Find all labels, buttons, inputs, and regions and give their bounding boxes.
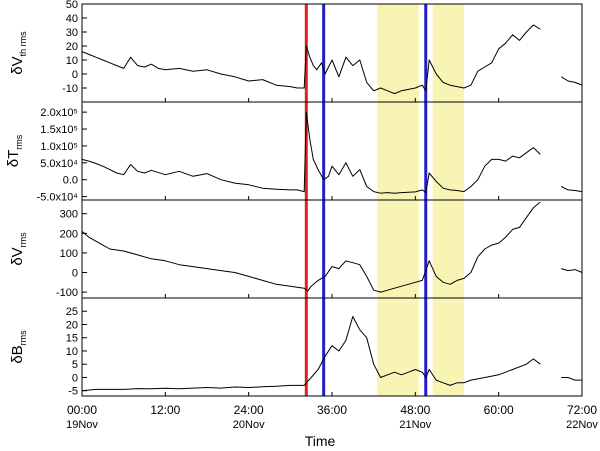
panel-1-series <box>81 111 583 194</box>
panel-1-ytick-label-0: -5.0x10⁴ <box>37 192 79 204</box>
panel-3-ytick-label-3: 10 <box>66 346 78 358</box>
panel-2-ytick-label-0: -100 <box>56 287 78 299</box>
panel-0-frame <box>81 3 583 103</box>
panel-3-ylabel: δBrms <box>9 330 28 364</box>
axis-labels: δVth rms δTrms δVrms δBrms <box>5 31 28 364</box>
panel-0-ytick-label-6: 50 <box>66 0 78 11</box>
axis-ticks: -1001020304050-5.0x10⁴0.05.0x10⁴1.0x10⁵1… <box>37 0 599 431</box>
panel-3-ytick-label-1: 0 <box>72 372 78 384</box>
panel-3-ytick-label-2: 5 <box>72 359 78 371</box>
panel-2-ytick-label-3: 200 <box>60 228 78 240</box>
xtick-date-label-4: 21Nov <box>399 419 431 431</box>
panel-3-frame <box>81 297 583 397</box>
x-axis-label: Time <box>305 433 336 449</box>
panel-0-ytick-label-3: 20 <box>66 41 78 53</box>
panel-0-ytick-label-5: 40 <box>66 13 78 25</box>
panel-0-ylabel: δVth rms <box>9 31 28 75</box>
xtick-time-label-5: 60:00 <box>484 403 514 417</box>
xtick-date-label-0: 19Nov <box>66 419 98 431</box>
panel-3-ytick-label-4: 15 <box>66 333 78 345</box>
panel-2-ytick-label-1: 0 <box>72 268 78 280</box>
panel-1-frame <box>81 101 583 201</box>
panel-1-ytick-label-3: 1.0x10⁵ <box>40 141 78 153</box>
panel-0-ytick-label-0: -10 <box>62 83 78 95</box>
panel-2-series <box>81 201 583 293</box>
panel-1-ytick-label-4: 1.5x10⁵ <box>40 124 78 136</box>
xtick-time-label-3: 36:00 <box>317 403 347 417</box>
panel-1-ytick-label-5: 2.0x10⁵ <box>40 107 78 119</box>
xtick-time-label-2: 24:00 <box>234 403 264 417</box>
panel-3-ytick-label-5: 20 <box>66 319 78 331</box>
xtick-date-label-6: 22Nov <box>566 419 598 431</box>
panel-3-ytick-label-6: 25 <box>66 306 78 318</box>
xtick-time-label-4: 48:00 <box>400 403 430 417</box>
panel-2-ytick-label-2: 100 <box>60 248 78 260</box>
xtick-time-label-0: 00:00 <box>67 403 97 417</box>
panel-1-ytick-label-1: 0.0 <box>63 175 78 187</box>
panel-0-series <box>81 24 583 95</box>
panel-3-ytick-label-0: -5 <box>68 386 78 398</box>
panel-0-ytick-label-4: 30 <box>66 27 78 39</box>
xtick-time-label-1: 12:00 <box>150 403 180 417</box>
panel-2-ytick-label-4: 300 <box>60 209 78 221</box>
xtick-date-label-2: 20Nov <box>233 419 265 431</box>
panel-3-series <box>81 316 582 392</box>
panel-2-ylabel: δVrms <box>9 232 28 266</box>
panel-1-ytick-label-2: 5.0x10⁴ <box>40 158 78 170</box>
panel-2-frame <box>81 199 583 299</box>
panel-0-ytick-label-1: 0 <box>72 69 78 81</box>
panel-1-ylabel: δTrms <box>5 134 24 167</box>
xtick-time-label-6: 72:00 <box>567 403 597 417</box>
series-lines <box>81 24 583 392</box>
panel-0-ytick-label-2: 10 <box>66 55 78 67</box>
